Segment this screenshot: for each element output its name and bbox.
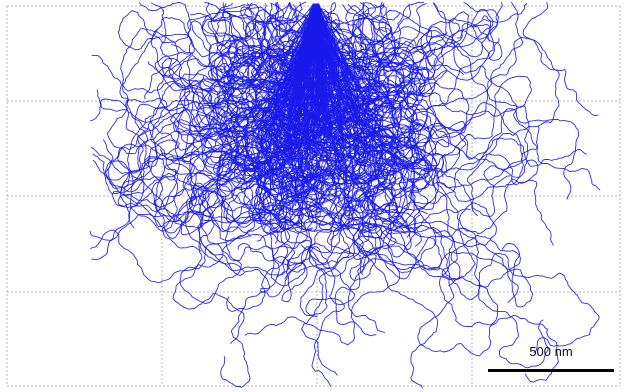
trajectory-path xyxy=(275,3,448,185)
scale-bar-line xyxy=(488,369,614,372)
trajectory-path xyxy=(228,3,316,154)
trajectory-path xyxy=(313,3,559,383)
trajectory-path xyxy=(314,3,500,160)
trajectory-path xyxy=(201,3,331,115)
trajectory-path xyxy=(316,3,436,280)
trajectory-path xyxy=(219,3,324,144)
trajectory-path xyxy=(285,3,397,276)
trajectory-path xyxy=(144,3,323,226)
trajectory-paths xyxy=(89,1,601,389)
trajectory-path xyxy=(181,3,320,175)
trajectory-path xyxy=(207,2,317,76)
trajectory-path xyxy=(193,3,370,231)
trajectory-path xyxy=(294,3,423,124)
trajectory-path xyxy=(312,1,533,199)
scale-bar: 500 nm xyxy=(488,344,614,374)
trajectory-path xyxy=(317,2,384,123)
trajectory-path xyxy=(214,3,329,120)
trajectory-path xyxy=(105,3,321,228)
trajectory-path xyxy=(210,2,319,88)
trajectory-path xyxy=(150,2,330,191)
trajectory-path xyxy=(91,3,331,146)
trajectory-path xyxy=(312,3,579,200)
trajectory-path xyxy=(187,3,360,137)
trajectory-path xyxy=(216,3,324,225)
trajectory-path xyxy=(119,3,318,123)
trajectory-path xyxy=(198,3,318,388)
trajectory-path xyxy=(316,3,444,125)
trajectory-path xyxy=(313,3,424,179)
trajectory-path xyxy=(252,3,381,186)
trajectory-path xyxy=(123,3,318,240)
trajectory-path xyxy=(210,3,347,178)
scale-bar-label: 500 nm xyxy=(529,344,573,359)
trajectory-path xyxy=(271,3,384,194)
trajectory-path xyxy=(315,3,415,208)
trajectory-path xyxy=(287,3,431,337)
trajectory-path xyxy=(314,3,587,189)
grid xyxy=(6,5,621,387)
trajectory-path xyxy=(315,3,490,75)
trajectory-path xyxy=(270,3,554,274)
trajectory-path xyxy=(230,3,319,231)
